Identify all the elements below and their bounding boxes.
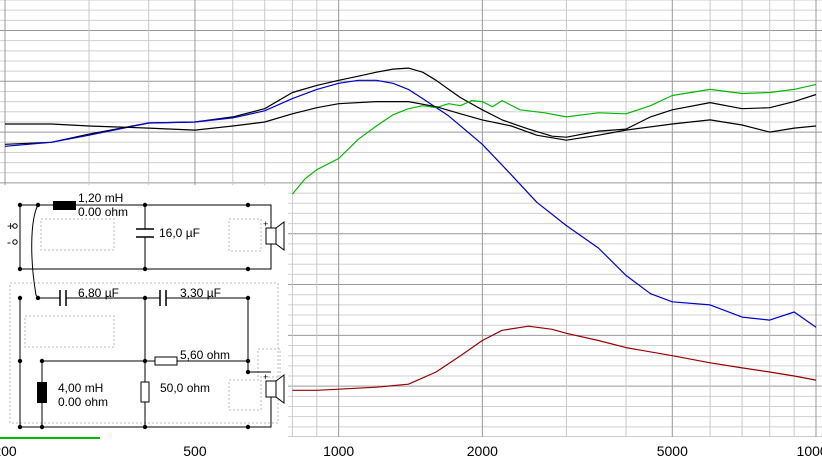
c2-value-label: 6,80 µF: [78, 286, 119, 300]
inductor-l1: [53, 201, 76, 210]
series-line-5: [292, 325, 817, 391]
capacitor-c2: [59, 290, 67, 306]
series-line-2: [4, 79, 817, 328]
tweeter-speaker-icon: [265, 221, 285, 251]
l1-resistance-label: 0.00 ohm: [78, 205, 128, 219]
placeholder-box: [40, 218, 115, 251]
l2-value-label: 4,00 mH: [58, 381, 103, 395]
x-axis-band: [0, 437, 822, 462]
resistor-r1: [154, 356, 178, 366]
l1-value-label: 1,20 mH: [78, 191, 123, 205]
c1-value-label: 16,0 µF: [159, 226, 200, 240]
r2-value-label: 50,0 ohm: [160, 381, 210, 395]
inductor-l2: [37, 382, 47, 403]
x-tick-label: 10000: [797, 443, 822, 459]
placeholder-box: [9, 282, 279, 424]
capacitor-c3: [159, 290, 167, 306]
series-line-3: [291, 83, 817, 195]
input-minus-label: -: [7, 235, 11, 249]
input-terminals: [12, 223, 18, 245]
x-tick-label: 200: [0, 443, 17, 459]
series-line-4: [5, 100, 817, 141]
series-group: [4, 67, 817, 391]
r1-value-label: 5,60 ohm: [180, 348, 230, 362]
x-tick-label: 1000: [323, 443, 354, 459]
placeholder-box: [24, 315, 115, 348]
c3-value-label: 3,30 µF: [180, 286, 221, 300]
placeholder-box: [257, 348, 281, 378]
capacitor-c1: [136, 228, 154, 238]
junction-dots: [17, 202, 251, 430]
x-tick-label: 2000: [467, 443, 498, 459]
x-tick-label: 500: [183, 443, 207, 459]
woofer-speaker-icon: [265, 374, 285, 404]
x-axis-ticks: 200 500 1000 2000 5000 10000: [0, 443, 822, 459]
l2-resistance-label: 0.00 ohm: [58, 395, 108, 409]
woofer-plus-label: +: [263, 372, 268, 382]
input-plus-label: +: [7, 219, 14, 233]
crossover-schematic-panel: + - 1,20 mH 0.00 ohm 16,0 µF 6,80 µF 3,3…: [0, 185, 288, 437]
placeholder-box: [228, 379, 262, 411]
x-tick-label: 5000: [657, 443, 688, 459]
placeholder-box: [228, 218, 262, 252]
resistor-r2: [140, 381, 150, 403]
series-line-1: [4, 67, 817, 145]
tweeter-plus-label: +: [263, 219, 268, 229]
